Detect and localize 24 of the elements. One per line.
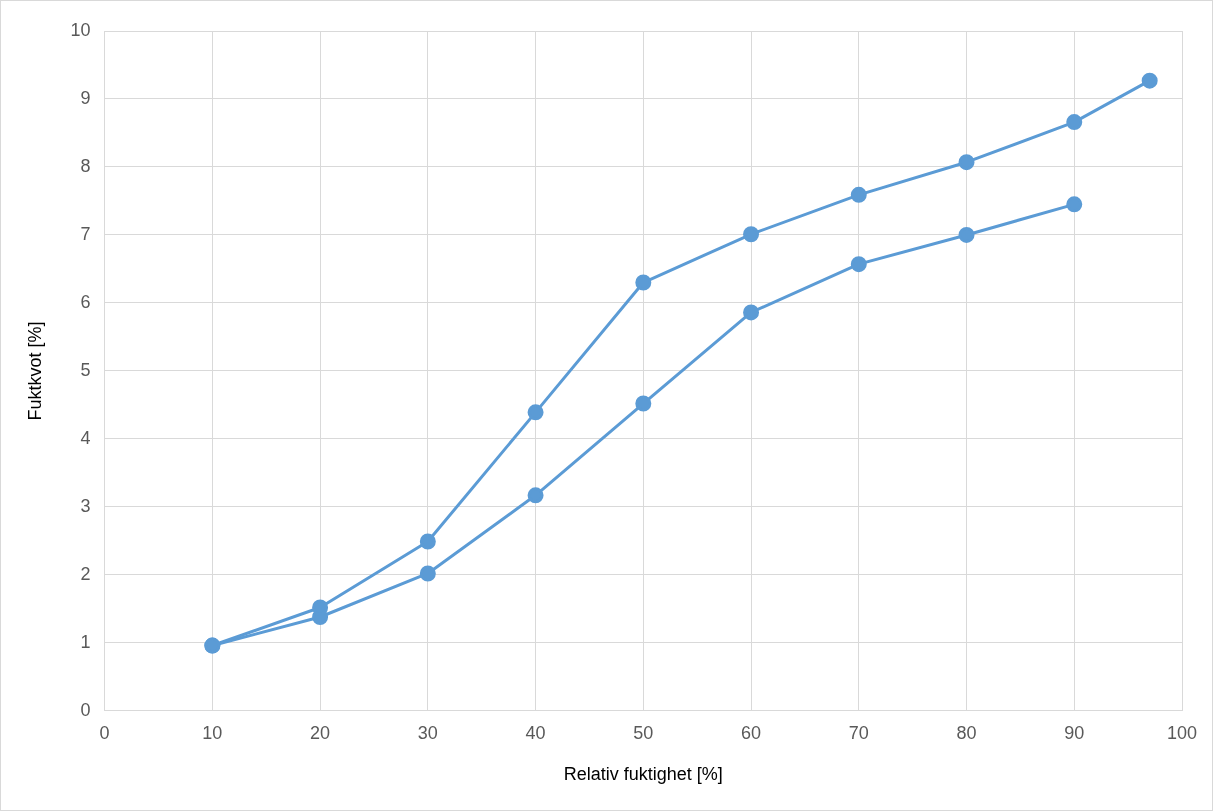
x-tick-label: 90 [1064, 722, 1085, 743]
x-tick-label: 80 [956, 722, 977, 743]
y-tick-label: 2 [80, 563, 91, 584]
y-tick-label: 6 [80, 291, 91, 312]
y-tick-label: 1 [80, 631, 91, 652]
y-tick-label: 3 [80, 495, 91, 516]
y-tick-label: 4 [80, 427, 91, 448]
y-tick-label: 9 [80, 87, 91, 108]
y-tick-label: 0 [80, 699, 91, 720]
x-tick-label: 70 [848, 722, 869, 743]
x-tick-label: 0 [99, 722, 110, 743]
x-tick-label: 10 [202, 722, 223, 743]
y-axis-title: Fuktkvot [%] [24, 321, 45, 421]
y-tick-label: 5 [80, 359, 91, 380]
x-tick-label: 30 [417, 722, 438, 743]
x-tick-label: 60 [741, 722, 762, 743]
x-tick-label: 40 [525, 722, 546, 743]
x-tick-label: 50 [633, 722, 654, 743]
x-tick-label: 20 [310, 722, 331, 743]
y-tick-label: 7 [80, 223, 91, 244]
x-axis-title: Relativ fuktighet [%] [563, 764, 723, 785]
y-tick-label: 8 [80, 155, 91, 176]
y-tick-label: 10 [70, 19, 91, 40]
x-tick-label: 100 [1166, 722, 1198, 743]
